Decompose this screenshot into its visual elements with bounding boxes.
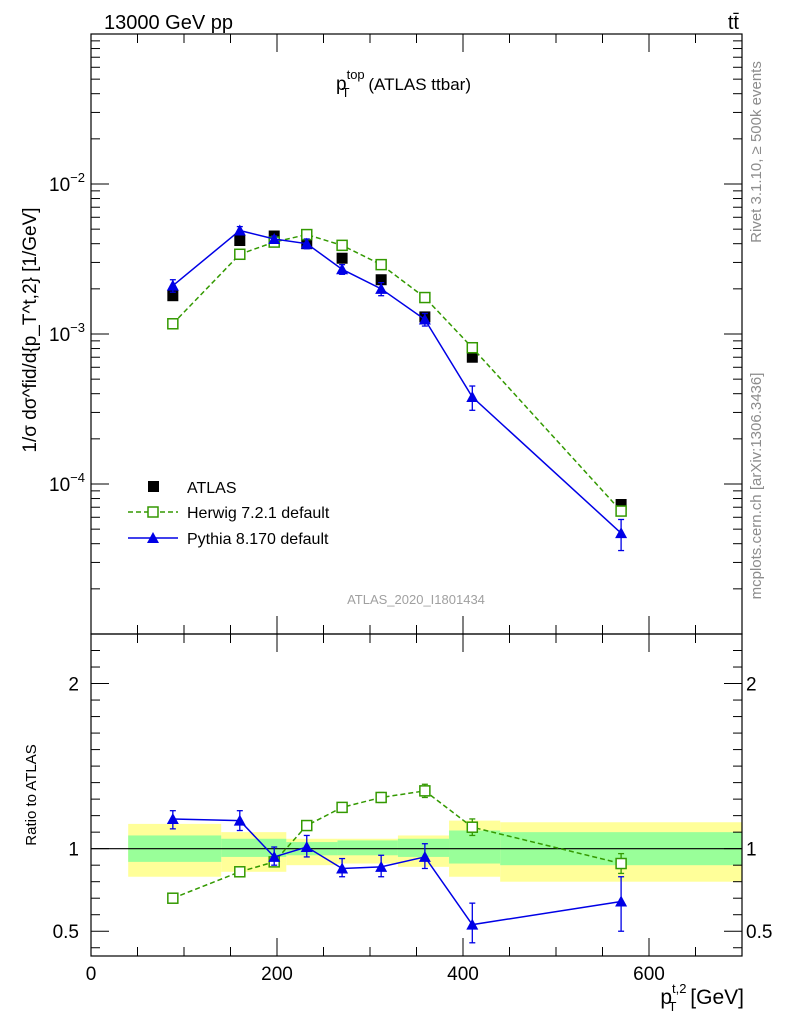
rivet-label: Rivet 3.1.10, ≥ 500k events xyxy=(748,61,765,243)
main-title-p: p xyxy=(336,74,347,95)
main-series-pythia-point xyxy=(336,263,349,275)
main-series-atlas-point xyxy=(375,274,387,286)
ratio-band-inner xyxy=(221,838,287,857)
ratio-y-tick-label-right: 0.5 xyxy=(746,922,772,943)
main-y-tick-label: 10−2 xyxy=(49,170,85,196)
ratio-band-inner xyxy=(397,838,450,857)
ratio-series-herwig-point xyxy=(167,892,179,904)
ratio-series-pythia-point xyxy=(375,860,388,872)
main-series-pythia-point xyxy=(418,313,431,325)
main-series-pythia-point xyxy=(375,282,388,294)
main-series-atlas-point xyxy=(336,252,348,264)
main-title-rest: (ATLAS ttbar) xyxy=(364,75,471,94)
ratio-y-tick-label-left: 0.5 xyxy=(53,922,79,943)
ratio-series-pythia-point xyxy=(233,814,246,826)
x-tick-label: 400 xyxy=(447,964,479,985)
ratio-series-pythia-point xyxy=(268,850,281,862)
main-series-herwig-point xyxy=(336,239,348,252)
main-y-tick-label-base: 10 xyxy=(49,175,70,196)
x-axis-label-p: p xyxy=(660,986,672,1009)
ratio-y-tick-label-right: 1 xyxy=(746,840,757,861)
main-series-pythia-point xyxy=(300,237,313,249)
main-series-herwig-point xyxy=(466,341,479,354)
x-tick-label: 200 xyxy=(261,964,293,985)
ratio-series-pythia-point xyxy=(300,841,313,853)
main-y-tick-label-exp: −3 xyxy=(70,320,85,335)
main-y-tick-label: 10−4 xyxy=(49,470,85,496)
legend-pythia-label: Pythia 8.170 default xyxy=(187,531,329,548)
analysis-id: ATLAS_2020_I1801434 xyxy=(347,592,485,607)
x-axis-label: pt,2 T [GeV] xyxy=(660,981,744,1014)
main-series-atlas-point xyxy=(615,499,627,511)
main-series-pythia-point xyxy=(166,279,179,291)
main-y-tick-label-exp: −2 xyxy=(70,170,85,185)
main-title-sub: T xyxy=(342,85,350,100)
main-series-herwig-point xyxy=(234,248,246,261)
ratio-panel: 0.5 0.5 1 1 2 2 0 200 400 600 xyxy=(53,633,772,985)
x-axis-label-unit: [GeV] xyxy=(684,986,744,1009)
ratio-series-pythia-point xyxy=(166,812,179,824)
ratio-series-herwig-point xyxy=(375,791,387,804)
ratio-series-herwig-point xyxy=(615,857,627,870)
main-title: ptop T (ATLAS ttbar) xyxy=(336,67,471,100)
legend-atlas-marker xyxy=(148,481,159,492)
main-y-tick-label-base: 10 xyxy=(49,325,70,346)
ratio-series-herwig-point xyxy=(301,819,313,832)
process-label: tt̄ xyxy=(728,12,740,34)
x-tick-label: 0 xyxy=(86,964,97,985)
main-series-pythia-point xyxy=(268,232,281,244)
x-axis-label-sub: T xyxy=(669,999,677,1014)
ratio-frame xyxy=(90,633,743,957)
ratio-y-tick-label-left: 1 xyxy=(68,840,79,861)
main-series-pythia-point xyxy=(466,391,479,403)
main-series-pythia-point xyxy=(233,224,246,236)
main-title-sup: top xyxy=(347,67,365,82)
main-series-atlas-point xyxy=(167,290,179,302)
ratio-series-herwig-point xyxy=(466,821,479,833)
ratio-series-herwig-point xyxy=(419,785,431,797)
ratio-ylabel: Ratio to ATLAS xyxy=(23,744,40,845)
main-ylabel: 1/σ dσ^fid/d{p_T^t,2} [1/GeV] xyxy=(20,207,41,452)
ratio-series-pythia-point xyxy=(418,850,431,862)
source-label: mcplots.cern.ch [arXiv:1306.3436] xyxy=(748,373,765,600)
x-axis-label-sup: t,2 xyxy=(672,981,686,996)
energy-label: 13000 GeV pp xyxy=(104,12,233,34)
main-series-herwig-line xyxy=(172,233,622,512)
main-series-herwig-point xyxy=(375,258,387,271)
main-series-pythia-point xyxy=(615,527,628,539)
legend-herwig-label: Herwig 7.2.1 default xyxy=(187,505,330,522)
ratio-series-pythia-point xyxy=(615,895,628,907)
ratio-series-herwig-point xyxy=(234,866,246,878)
legend-pythia-marker xyxy=(147,532,159,543)
legend-atlas-label: ATLAS xyxy=(187,480,237,497)
ratio-band-inner xyxy=(337,840,398,856)
main-y-tick-label-exp: −4 xyxy=(70,470,85,485)
ratio-series-pythia-point xyxy=(466,918,479,930)
legend-herwig-marker xyxy=(147,506,159,518)
ratio-y-tick-label-right: 2 xyxy=(746,675,757,696)
main-series-atlas-point xyxy=(234,235,246,247)
main-y-tick-label-base: 10 xyxy=(49,475,70,496)
main-series-herwig-point xyxy=(615,505,627,517)
ratio-y-tick-label-left: 2 xyxy=(68,675,79,696)
ratio-series-pythia-point xyxy=(336,862,349,874)
main-series-herwig-point xyxy=(167,318,179,330)
main-y-tick-label: 10−3 xyxy=(49,320,85,346)
main-series-herwig-point xyxy=(419,291,431,304)
ratio-series-herwig-point xyxy=(336,801,348,814)
main-series-atlas-point xyxy=(466,351,478,363)
legend: ATLAS Herwig 7.2.1 default Pythia 8.170 … xyxy=(128,480,330,548)
main-panel: 10−210−310−4 xyxy=(49,33,743,635)
x-tick-label: 600 xyxy=(633,964,665,985)
